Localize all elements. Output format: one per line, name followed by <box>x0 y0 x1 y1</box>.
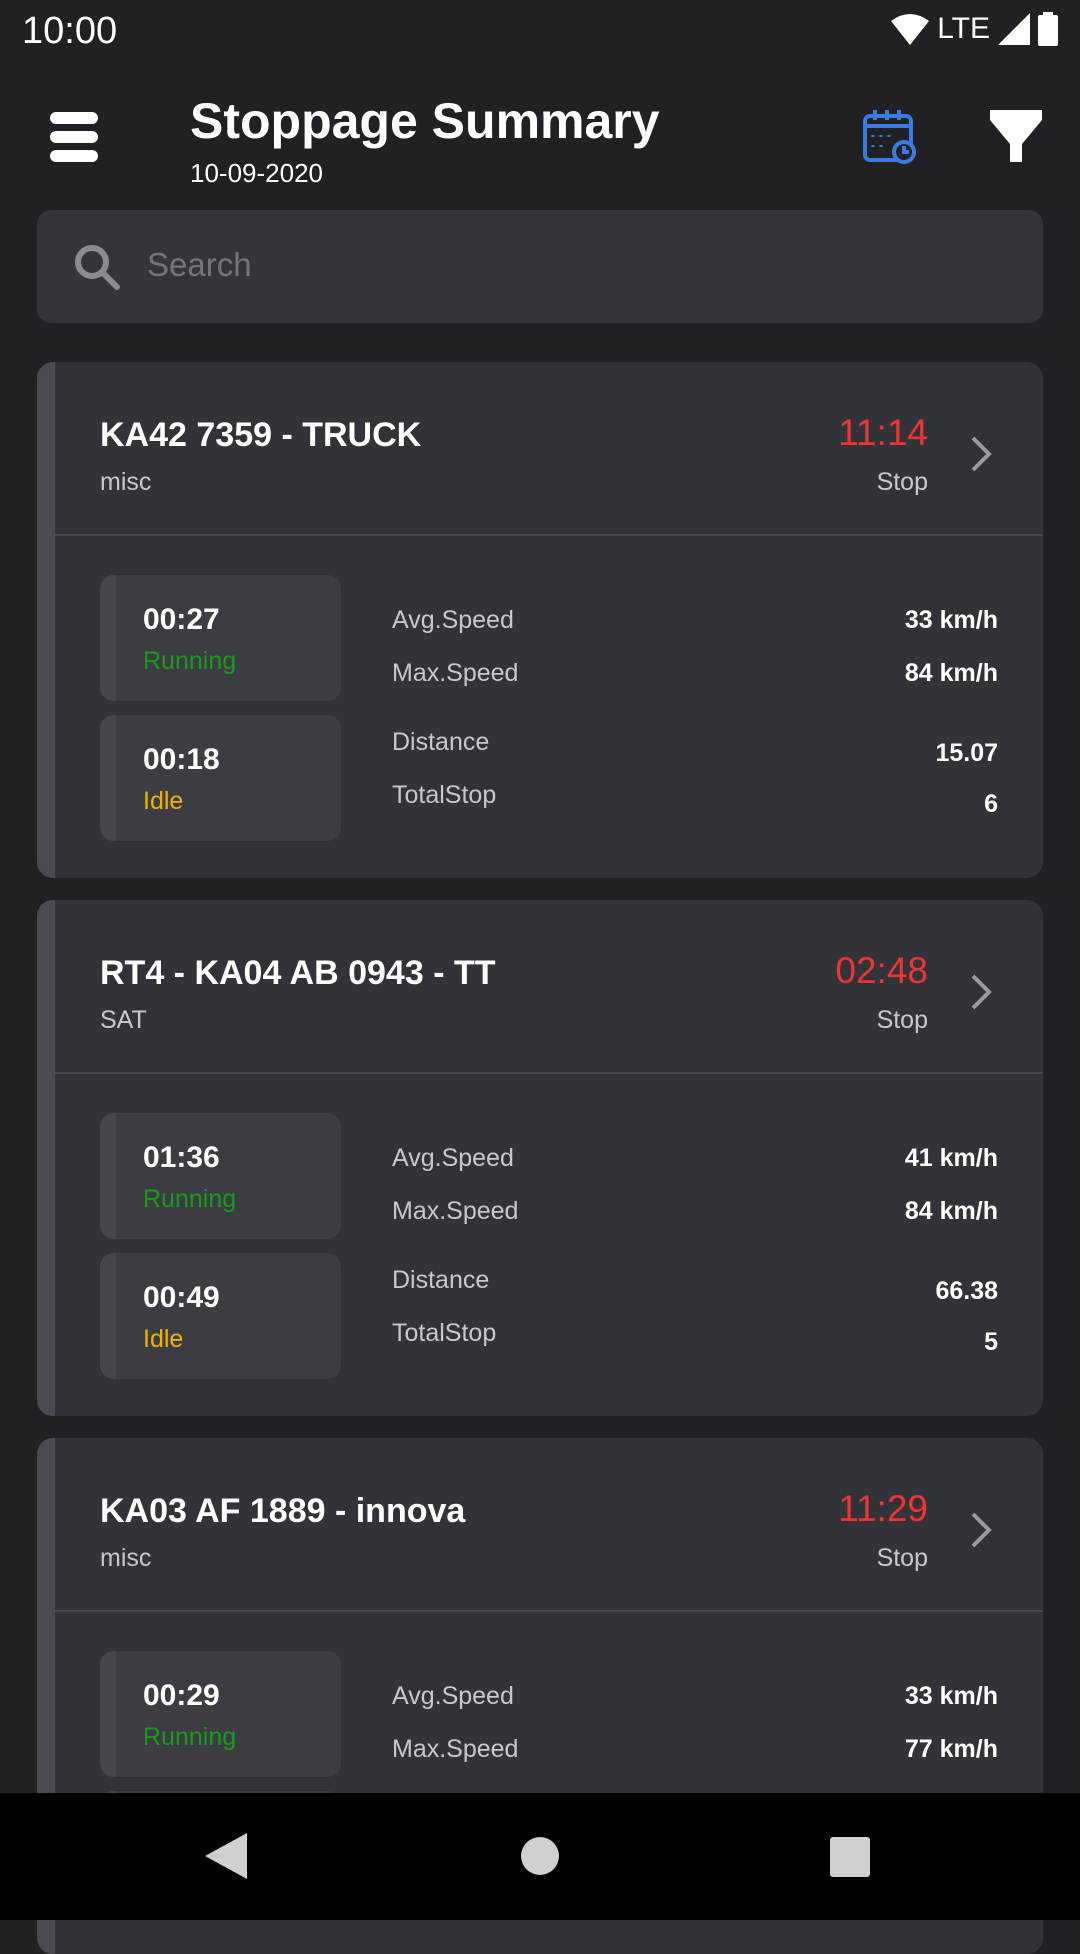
back-icon[interactable] <box>205 1833 247 1879</box>
card-stripe <box>37 362 55 878</box>
idle-label: Idle <box>143 787 184 815</box>
running-time: 00:27 <box>143 603 220 636</box>
divider <box>55 534 1043 536</box>
running-label: Running <box>143 1185 237 1213</box>
running-label: Running <box>143 1723 237 1751</box>
vehicle-name: KA03 AF 1889 - innova <box>100 1492 466 1530</box>
distance-label: Distance <box>392 1266 490 1294</box>
avg-speed-value: 33 km/h <box>904 606 998 634</box>
box-stripe <box>100 1113 116 1239</box>
distance-value: 15.07 <box>935 739 998 767</box>
status-icons: LTE <box>891 12 1058 46</box>
battery-icon <box>1038 12 1058 46</box>
running-label: Running <box>143 647 237 675</box>
calendar-clock-icon[interactable] <box>862 108 918 164</box>
idle-label: Idle <box>143 1325 184 1353</box>
total-stop-label: TotalStop <box>392 781 497 809</box>
vehicle-name: KA42 7359 - TRUCK <box>100 416 422 454</box>
stop-label: Stop <box>876 1544 928 1572</box>
status-time: 10:00 <box>22 10 118 52</box>
page-title: Stoppage Summary <box>190 93 660 149</box>
running-box: 01:36 Running <box>100 1113 341 1239</box>
avg-speed-label: Avg.Speed <box>392 1144 514 1172</box>
divider <box>55 1072 1043 1074</box>
total-stop-label: TotalStop <box>392 1319 497 1347</box>
search-icon <box>75 245 120 290</box>
idle-box: 00:49 Idle <box>100 1253 341 1379</box>
box-stripe <box>100 1651 116 1777</box>
recents-icon[interactable] <box>830 1837 870 1877</box>
total-stop-value: 5 <box>984 1328 998 1356</box>
max-speed-label: Max.Speed <box>392 1197 519 1225</box>
navigation-bar <box>0 1793 1080 1920</box>
vehicle-name: RT4 - KA04 AB 0943 - TT <box>100 954 496 992</box>
running-box: 00:29 Running <box>100 1651 341 1777</box>
box-stripe <box>100 575 116 701</box>
chevron-right-icon[interactable] <box>969 1510 993 1550</box>
chevron-right-icon[interactable] <box>969 972 993 1012</box>
signal-icon <box>998 13 1030 45</box>
idle-time: 00:18 <box>143 743 220 776</box>
max-speed-value: 84 km/h <box>904 1197 998 1225</box>
search-bar[interactable] <box>37 210 1043 323</box>
total-stop-value: 6 <box>984 790 998 818</box>
divider <box>55 1610 1043 1612</box>
max-speed-label: Max.Speed <box>392 1735 519 1763</box>
distance-value: 66.38 <box>935 1277 998 1305</box>
max-speed-label: Max.Speed <box>392 659 519 687</box>
idle-time: 00:49 <box>143 1281 220 1314</box>
stop-label: Stop <box>876 468 928 496</box>
avg-speed-value: 33 km/h <box>904 1682 998 1710</box>
box-stripe <box>100 715 116 841</box>
vehicle-card[interactable]: KA42 7359 - TRUCK misc 11:14 Stop 00:27 … <box>37 362 1043 878</box>
idle-box: 00:18 Idle <box>100 715 341 841</box>
vehicle-card[interactable]: RT4 - KA04 AB 0943 - TT SAT 02:48 Stop 0… <box>37 900 1043 1416</box>
network-type: LTE <box>937 12 990 45</box>
card-stripe <box>37 900 55 1416</box>
search-input[interactable] <box>147 246 997 284</box>
stop-duration: 11:14 <box>838 412 928 453</box>
distance-label: Distance <box>392 728 490 756</box>
menu-button[interactable] <box>50 112 98 169</box>
vehicle-group: SAT <box>100 1006 147 1034</box>
stop-label: Stop <box>876 1006 928 1034</box>
box-stripe <box>100 1253 116 1379</box>
avg-speed-label: Avg.Speed <box>392 606 514 634</box>
avg-speed-label: Avg.Speed <box>392 1682 514 1710</box>
running-time: 00:29 <box>143 1679 220 1712</box>
avg-speed-value: 41 km/h <box>904 1144 998 1172</box>
running-box: 00:27 Running <box>100 575 341 701</box>
vehicle-group: misc <box>100 468 152 496</box>
selected-date: 10-09-2020 <box>190 158 323 188</box>
filter-icon[interactable] <box>988 108 1044 164</box>
running-time: 01:36 <box>143 1141 220 1174</box>
stop-duration: 11:29 <box>838 1488 928 1529</box>
wifi-icon <box>891 14 930 45</box>
vehicle-group: misc <box>100 1544 152 1572</box>
home-icon[interactable] <box>520 1836 560 1876</box>
max-speed-value: 77 km/h <box>904 1735 998 1763</box>
max-speed-value: 84 km/h <box>904 659 998 687</box>
chevron-right-icon[interactable] <box>969 434 993 474</box>
stop-duration: 02:48 <box>835 950 928 991</box>
